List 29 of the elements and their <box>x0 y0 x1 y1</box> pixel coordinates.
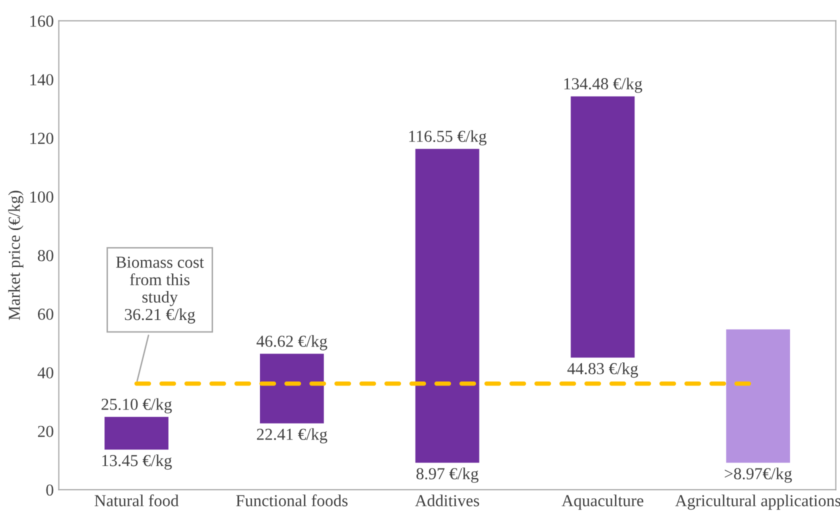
bar <box>258 352 326 425</box>
y-tick-label: 80 <box>38 250 54 262</box>
annotation: 44.83 €/kg <box>567 362 638 378</box>
x-tick-label: Aquaculture <box>562 494 644 510</box>
annotation: 134.48 €/kg <box>564 78 642 93</box>
annotation: 116.55 €/kg <box>409 130 486 146</box>
bar <box>724 328 792 464</box>
x-tick-label: Functional foods <box>236 494 348 506</box>
annotation: 13.45 €/kg <box>102 454 172 470</box>
x-tick-label: Natural food <box>94 494 179 506</box>
bar <box>414 147 481 464</box>
ref-line-label: Biomass cost from this study 36.21 €/kg <box>116 256 204 324</box>
y-axis-title: Market price (€/kg) <box>8 190 24 320</box>
annotation: 22.41 €/kg <box>256 428 328 444</box>
annotation: >8.97€/kg <box>724 468 792 483</box>
y-tick-label: 120 <box>30 132 54 144</box>
y-tick-label: 40 <box>38 367 54 378</box>
y-tick-label: 140 <box>30 74 54 86</box>
y-tick-label: 100 <box>30 191 54 203</box>
annotation: 46.62 €/kg <box>256 335 328 350</box>
y-tick-label: 0 <box>46 484 54 496</box>
annotation: 25.10 €/kg <box>102 398 172 414</box>
bar <box>103 415 170 452</box>
x-tick-label: Additives <box>415 494 480 506</box>
bar <box>569 94 636 360</box>
y-tick-label: 60 <box>38 308 54 320</box>
y-tick-label: 20 <box>38 426 54 438</box>
annotation: 8.97 €/kg <box>416 468 478 483</box>
y-tick-label: 160 <box>30 16 54 27</box>
